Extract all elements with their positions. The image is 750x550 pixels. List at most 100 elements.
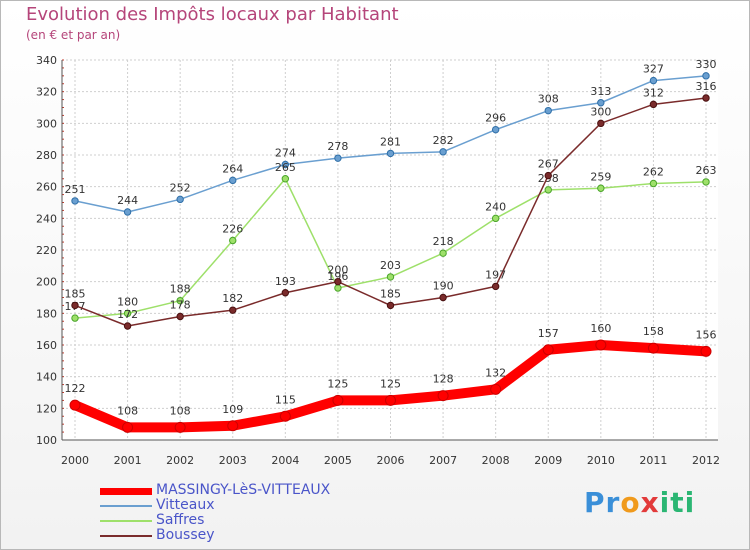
x-tick-label: 2002 [166,454,194,467]
data-label: 203 [380,259,401,272]
legend-swatch-boussey [100,535,152,537]
data-label: 180 [117,295,138,308]
data-point [491,282,500,291]
legend-swatch-saffres [100,520,152,522]
data-label: 300 [590,105,611,118]
data-point [385,394,396,406]
data-point [544,186,552,194]
x-tick-label: 2004 [271,454,299,467]
data-point [597,119,605,128]
data-point [649,179,658,188]
x-tick-label: 2001 [114,454,142,467]
data-point [386,149,395,158]
data-point [123,309,132,318]
y-tick-label: 240 [36,212,57,225]
y-tick-label: 180 [36,307,57,320]
x-tick-label: 2007 [429,454,457,467]
data-label: 265 [275,161,296,174]
data-label: 226 [222,223,243,236]
data-point [490,383,502,395]
data-point [227,420,239,432]
chart-subtitle: (en € et par an) [26,28,121,42]
data-label: 264 [222,162,243,175]
data-point [71,197,79,205]
data-point [597,184,605,192]
data-point [332,394,344,406]
data-label: 108 [117,404,138,417]
legend-swatch-vitteaux [100,505,152,507]
data-point [176,296,184,305]
data-label: 196 [327,270,348,283]
x-tick-label: 2006 [377,454,405,467]
data-label: 278 [327,140,348,153]
legend-label-massingy: MASSINGY-LèS-VITTEAUX [156,482,331,498]
data-label: 259 [590,170,611,183]
data-label: 330 [696,58,717,71]
data-label: 178 [170,299,191,312]
data-point [71,314,79,322]
data-label: 185 [380,287,401,300]
data-label: 125 [327,377,348,390]
x-tick-label: 2012 [692,454,720,467]
y-tick-label: 140 [36,371,57,384]
logo-part: x [640,486,660,519]
data-point [439,293,447,302]
data-label: 296 [485,112,506,125]
data-label: 157 [538,327,559,340]
data-label: 274 [275,147,296,160]
data-point [544,106,552,115]
x-tick-label: 2011 [639,454,667,467]
data-point [437,390,449,402]
logo-part: Pr [584,486,621,519]
data-point [491,214,500,223]
y-tick-label: 280 [36,149,57,162]
data-point [386,273,395,281]
y-tick-label: 300 [36,117,57,130]
data-label: 108 [170,404,191,417]
data-point [542,344,554,356]
data-point [229,306,237,314]
x-tick-label: 2008 [482,454,510,467]
chart-title: Evolution des Impôts locaux par Habitant [26,4,399,25]
data-point [279,410,291,422]
logo-part: iti [659,486,696,519]
data-label: 128 [433,373,454,386]
data-point [649,76,658,85]
data-label: 160 [590,322,611,335]
data-point [386,301,395,310]
data-point [123,208,132,216]
y-tick-label: 260 [36,181,57,194]
data-label: 115 [275,393,296,406]
data-point [647,342,659,354]
data-label: 188 [170,283,191,296]
data-label: 156 [696,328,717,341]
data-point [176,195,184,204]
x-tick-label: 2005 [324,454,352,467]
y-tick-label: 120 [36,402,57,415]
data-point [281,175,290,183]
data-label: 125 [380,377,401,390]
y-tick-label: 100 [36,434,57,447]
data-point [702,178,710,186]
data-label: 313 [590,85,611,98]
data-label: 252 [170,181,191,194]
data-point [544,171,552,180]
data-point [229,236,237,245]
y-tick-label: 320 [36,86,57,99]
proxiti-logo: Proxiti [584,486,695,519]
data-label: 263 [696,164,717,177]
data-point [122,421,134,433]
data-label: 109 [222,403,243,416]
y-tick-label: 160 [36,339,57,352]
data-point [176,312,184,321]
data-label: 218 [433,235,454,248]
data-label: 132 [485,366,506,379]
data-label: 282 [433,134,454,147]
data-point [334,284,342,292]
x-tick-label: 2003 [219,454,247,467]
data-point [281,160,290,169]
data-label: 281 [380,135,401,148]
data-label: 185 [65,287,86,300]
y-tick-label: 220 [36,244,57,257]
